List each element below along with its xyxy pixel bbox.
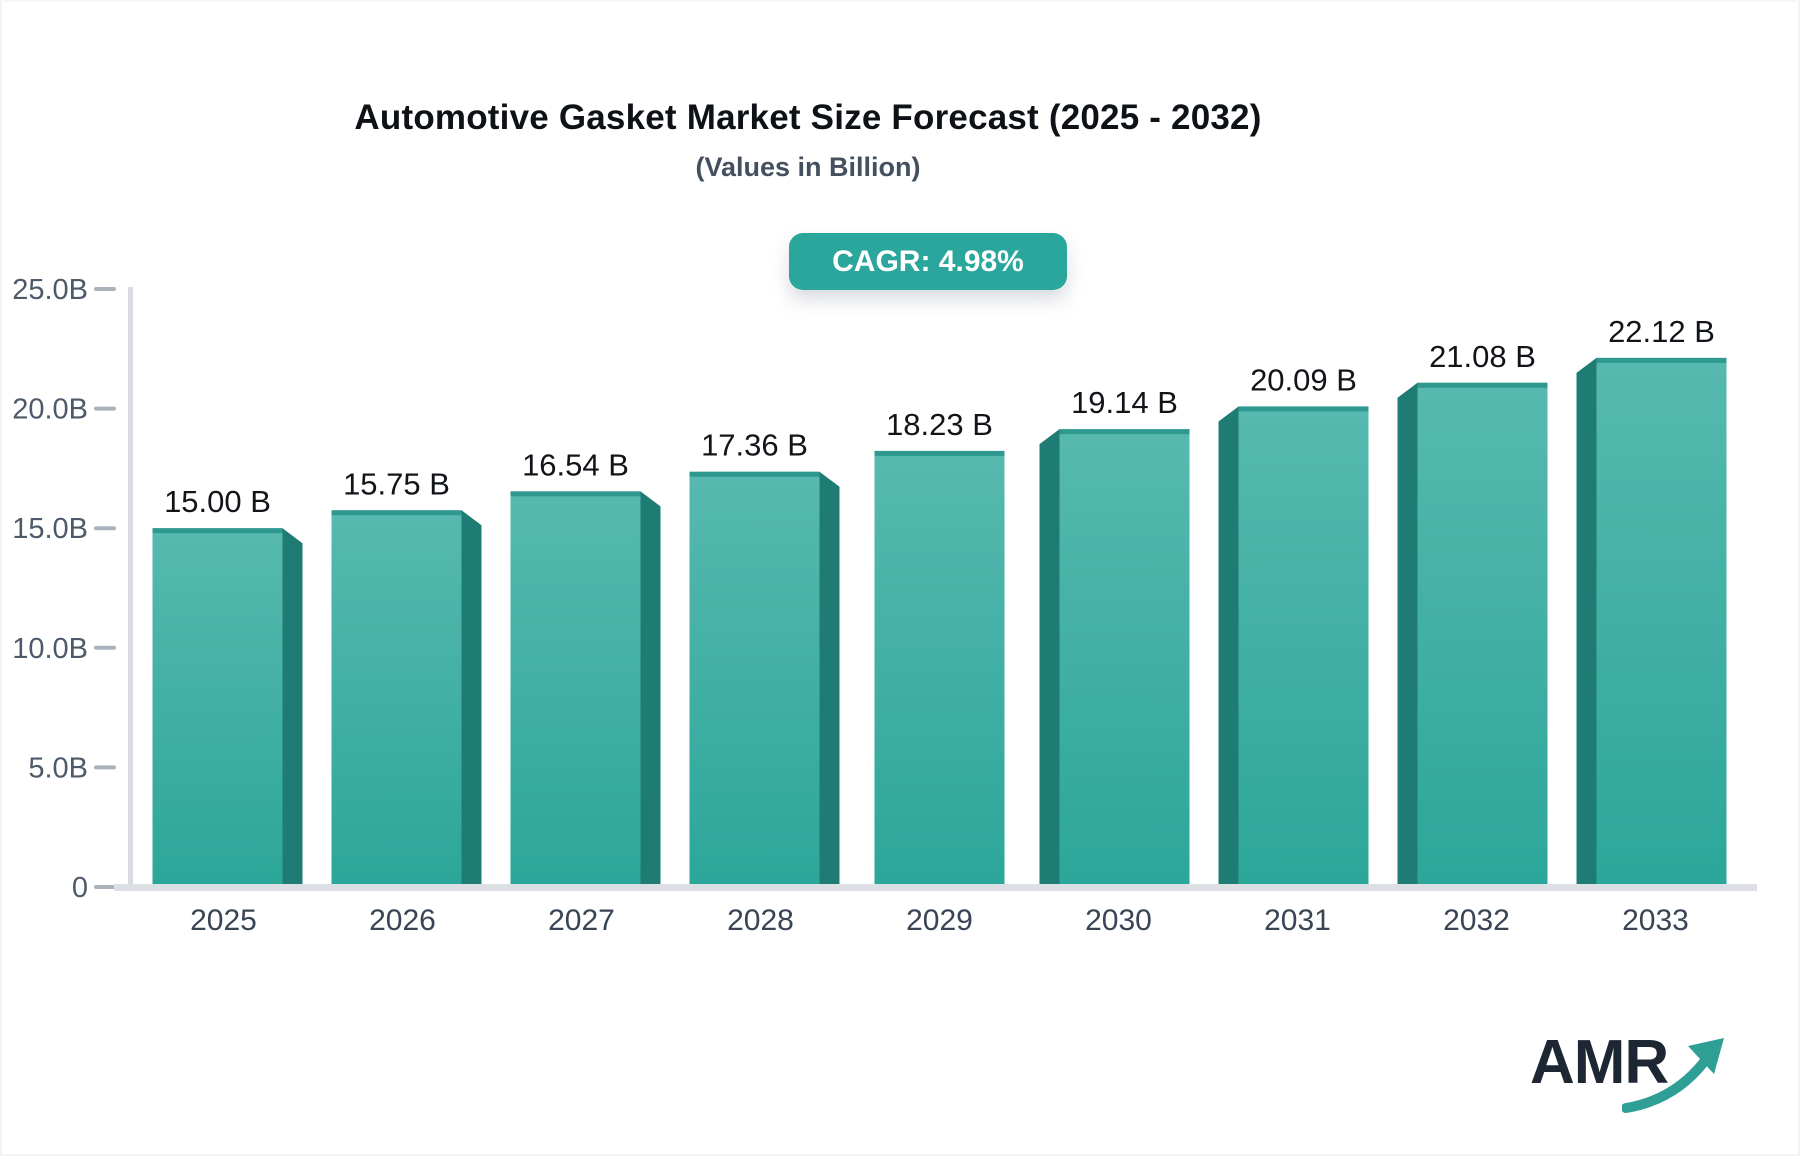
bar-front-face — [689, 471, 820, 887]
bar-side-face — [282, 528, 303, 887]
bar-top-edge — [689, 471, 820, 477]
bar-top-edge — [1059, 429, 1190, 435]
bar-front-face — [1417, 382, 1548, 887]
bar-side-face — [1397, 382, 1418, 887]
bar-front-face — [1238, 406, 1369, 887]
x-axis-label: 2032 — [1443, 904, 1510, 937]
bar-side-face — [461, 510, 482, 887]
x-axis-label: 2029 — [906, 904, 973, 937]
y-tick-label: 10.0B — [12, 633, 88, 665]
y-axis-line — [128, 287, 133, 890]
bar-2025: 15.00 B 2025 — [152, 484, 303, 937]
bar-front-face — [331, 510, 462, 887]
bar-top-edge — [1238, 406, 1369, 412]
bar-top-edge — [874, 450, 1005, 456]
bar-side-face — [1576, 357, 1597, 887]
bar-value-label: 21.08 B — [1429, 339, 1536, 374]
growth-arrow-icon — [1622, 1038, 1724, 1113]
y-tick-label: 25.0B — [12, 274, 88, 306]
bar-2032: 21.08 B 2032 — [1397, 339, 1548, 937]
bar-value-label: 17.36 B — [701, 428, 808, 463]
x-axis-label: 2027 — [548, 904, 615, 937]
bar-value-label: 22.12 B — [1608, 314, 1715, 349]
y-tick-label: 15.0B — [12, 513, 88, 545]
bar-2030: 19.14 B 2030 — [1039, 385, 1190, 937]
bar-side-face — [1218, 406, 1239, 887]
y-tick — [94, 526, 116, 531]
amr-logo-text: AMR — [1530, 1028, 1669, 1097]
bar-2033: 22.12 B 2033 — [1576, 314, 1727, 937]
bar-2029: 18.23 B 2029 — [874, 407, 1005, 937]
bar-side-face — [819, 471, 840, 887]
bar-front-face — [1059, 429, 1190, 887]
x-axis-label: 2031 — [1264, 904, 1331, 937]
bar-front-face — [1596, 357, 1727, 887]
y-tick-label: 5.0B — [28, 752, 88, 784]
y-tick-label: 20.0B — [12, 394, 88, 426]
bar-value-label: 20.09 B — [1250, 362, 1357, 397]
x-axis-label: 2025 — [190, 904, 257, 937]
y-tick — [94, 765, 116, 770]
bar-front-face — [510, 491, 641, 887]
x-axis-label: 2030 — [1085, 904, 1152, 937]
y-tick — [94, 645, 116, 650]
bar-top-edge — [331, 510, 462, 516]
chart-title: Automotive Gasket Market Size Forecast (… — [354, 98, 1262, 137]
cagr-badge: CAGR: 4.98% — [789, 233, 1067, 290]
x-axis-label: 2033 — [1622, 904, 1689, 937]
x-axis-label: 2028 — [727, 904, 794, 937]
bar-top-edge — [1417, 382, 1548, 388]
y-tick — [94, 885, 116, 889]
chart-subtitle: (Values in Billion) — [695, 152, 921, 182]
bar-2026: 15.75 B 2026 — [331, 466, 482, 937]
bar-2031: 20.09 B 2031 — [1218, 362, 1369, 937]
x-axis-baseline — [114, 884, 1757, 891]
bar-side-face — [1039, 429, 1060, 887]
amr-logo: AMR — [1530, 1032, 1742, 1124]
bar-value-label: 16.54 B — [522, 447, 629, 482]
y-tick-label: 0 — [72, 872, 88, 904]
bar-2028: 17.36 B 2028 — [689, 428, 840, 937]
y-tick — [94, 287, 116, 291]
bar-top-edge — [510, 491, 641, 497]
bar-value-label: 15.00 B — [164, 484, 271, 519]
bar-top-edge — [152, 528, 283, 534]
bar-value-label: 18.23 B — [886, 407, 993, 442]
bar-front-face — [874, 450, 1005, 887]
bar-top-edge — [1596, 357, 1727, 363]
bar-2027: 16.54 B 2027 — [510, 447, 661, 937]
bar-value-label: 15.75 B — [343, 466, 450, 501]
bar-front-face — [152, 528, 283, 887]
bar-value-label: 19.14 B — [1071, 385, 1178, 420]
bar-side-face — [640, 491, 661, 887]
x-axis-label: 2026 — [369, 904, 436, 937]
y-tick — [94, 406, 116, 411]
